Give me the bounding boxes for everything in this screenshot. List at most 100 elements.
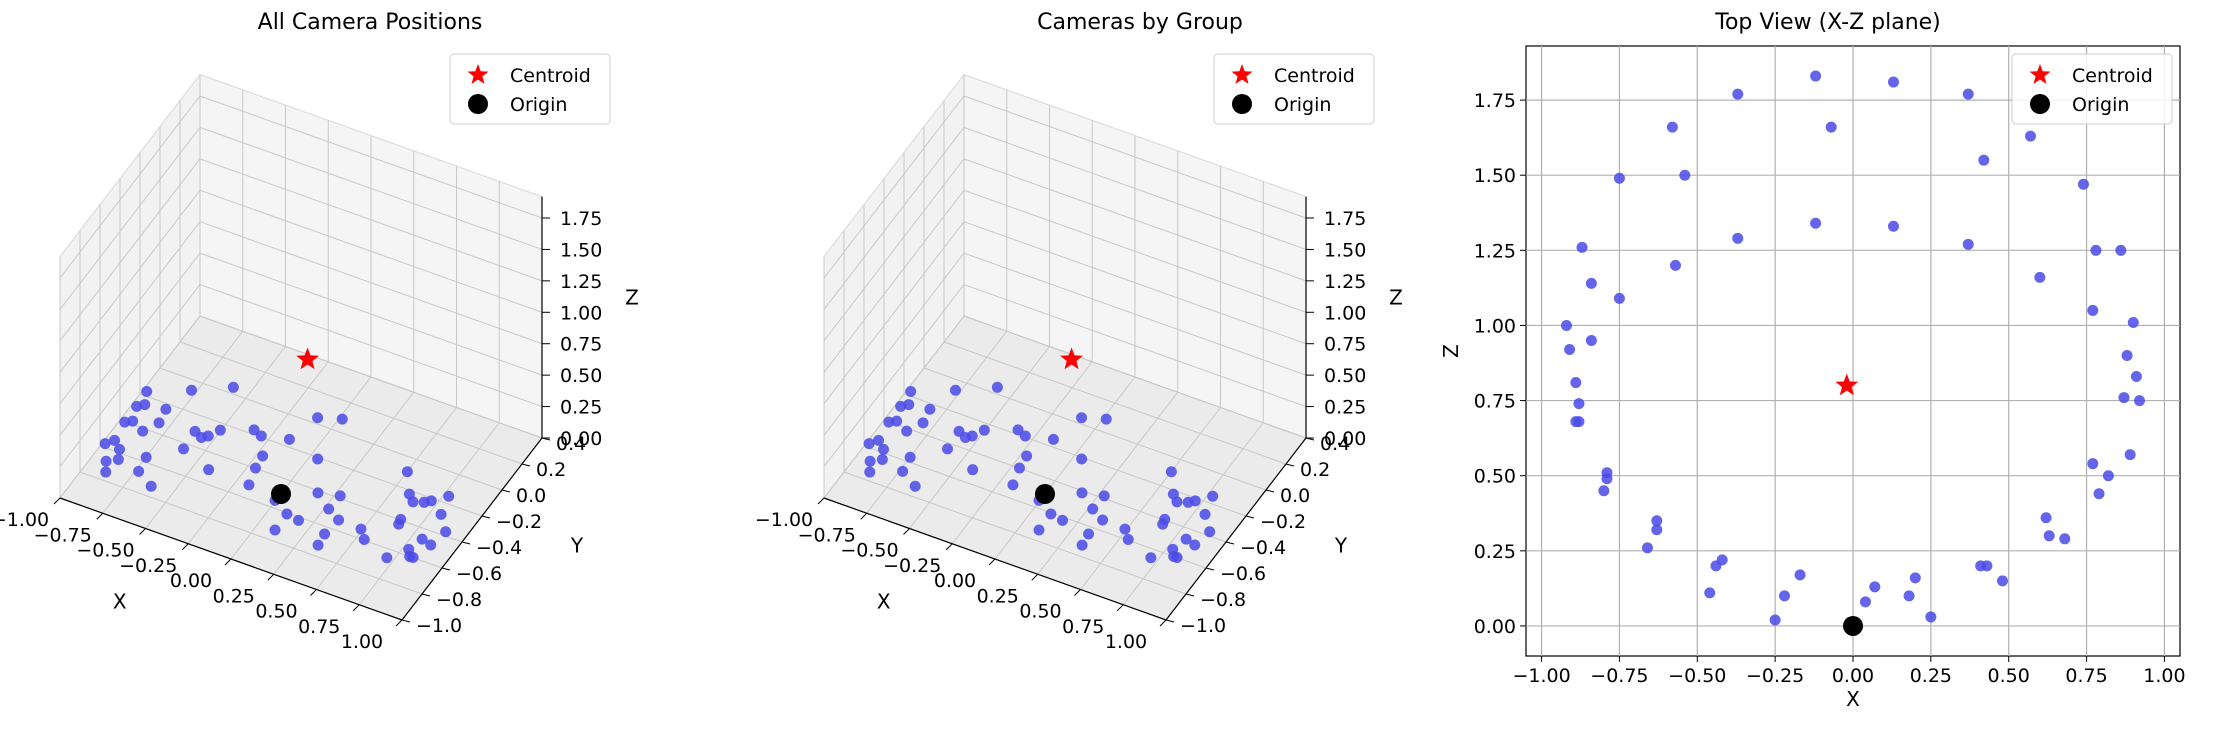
z-tick-label: 1.25: [1324, 271, 1366, 293]
x-tick-label: 0.50: [1019, 601, 1061, 623]
camera-point: [1859, 596, 1871, 608]
camera-point: [1732, 88, 1744, 100]
camera-point: [1076, 412, 1088, 424]
tick-mark: [945, 543, 953, 551]
camera-point: [440, 526, 452, 538]
camera-point: [924, 403, 936, 415]
camera-point: [425, 539, 437, 551]
camera-point: [269, 524, 281, 536]
grid-line: [823, 158, 965, 342]
tick-mark: [521, 463, 531, 467]
camera-point: [248, 424, 260, 436]
camera-point: [876, 453, 888, 465]
grid-line: [59, 315, 201, 499]
y-axis-label: Y: [1334, 534, 1348, 558]
camera-point: [1887, 220, 1899, 232]
camera-point: [1710, 560, 1722, 572]
camera-point: [1021, 450, 1033, 462]
z-tick-label: 0.75: [1324, 334, 1366, 356]
z-tick-label: 1.50: [1324, 239, 1366, 261]
camera-point: [2034, 271, 2046, 283]
camera-point: [1165, 466, 1177, 478]
camera-point: [114, 443, 126, 455]
tick-mark: [395, 619, 403, 627]
camera-point: [283, 433, 295, 445]
legend-label: Origin: [2072, 94, 2129, 116]
camera-point: [1204, 526, 1216, 538]
camera-point: [895, 400, 907, 412]
z-tick-label: 1.50: [560, 239, 602, 261]
camera-point: [2130, 371, 2142, 383]
tick-mark: [401, 619, 411, 623]
grid-line: [943, 341, 1287, 465]
camera-point: [1679, 169, 1691, 181]
x-tick-label: −0.25: [1746, 665, 1804, 687]
camera-point: [1047, 433, 1059, 445]
camera-point: [1704, 587, 1716, 599]
x-tick-label: −0.75: [798, 524, 856, 546]
tick-mark: [1074, 589, 1081, 596]
y-tick-label: −0.8: [436, 589, 482, 611]
y-tick-label: −0.2: [496, 511, 542, 533]
z-tick-label: 0.00: [560, 428, 602, 450]
grid-line: [316, 407, 457, 590]
camera-point: [1570, 377, 1582, 389]
camera-point: [99, 438, 111, 450]
camera-point: [2127, 316, 2139, 328]
camera-point: [131, 400, 143, 412]
grid-line: [99, 445, 443, 569]
camera-point: [2124, 449, 2136, 461]
x-tick-label: 0.75: [1062, 616, 1104, 638]
x-tick-label: −1.00: [1512, 665, 1570, 687]
camera-point: [904, 451, 916, 463]
grid-line: [199, 221, 543, 345]
camera-point: [1778, 590, 1790, 602]
camera-point: [901, 425, 913, 437]
z-tick-label: 0.50: [560, 365, 602, 387]
camera-point: [281, 508, 293, 520]
grid-line: [199, 158, 543, 282]
y-tick-label: 0.2: [536, 459, 566, 481]
grid-line: [59, 252, 201, 436]
camera-point: [334, 490, 346, 502]
camera-point: [2077, 178, 2089, 190]
chart-title: Top View (X-Z plane): [1715, 10, 1941, 35]
camera-point: [1794, 569, 1806, 581]
scatter-3d-all: −1.00−0.75−0.50−0.250.000.250.500.751.00…: [0, 53, 639, 653]
y-tick-label: −0.6: [456, 563, 502, 585]
legend-box: [2011, 53, 2173, 125]
legend-box: [449, 53, 611, 125]
grid-line: [823, 189, 965, 373]
x-axis-label: X: [877, 590, 891, 614]
tick-mark: [1205, 567, 1215, 571]
camera-point: [1887, 76, 1899, 88]
grid-line: [59, 284, 201, 467]
y-tick-label: 1.25: [1474, 240, 1516, 262]
camera-point: [119, 416, 131, 428]
camera-point: [1651, 515, 1663, 527]
camera-point: [160, 403, 172, 415]
camera-point: [443, 490, 455, 502]
grid-line: [59, 221, 201, 405]
x-tick-label: 0.00: [170, 570, 212, 592]
camera-point: [1585, 334, 1597, 346]
camera-point: [2121, 350, 2133, 362]
camera-point: [2087, 304, 2099, 316]
camera-point: [1641, 542, 1653, 554]
camera-point: [1159, 513, 1171, 525]
grid-line: [59, 95, 201, 279]
x-tick-label: 0.25: [977, 585, 1019, 607]
camera-point: [2090, 244, 2102, 256]
camera-point: [1056, 514, 1068, 526]
camera-point: [257, 450, 269, 462]
camera-point: [145, 480, 157, 492]
z-tick-label: 0.75: [560, 334, 602, 356]
camera-point: [100, 466, 112, 478]
camera-point: [1981, 560, 1993, 572]
camera-point: [195, 431, 207, 443]
camera-point: [403, 488, 415, 500]
legend-centroid-marker: [1231, 64, 1253, 84]
camera-point: [358, 534, 370, 546]
tick-mark: [1285, 463, 1295, 467]
grid-line: [230, 376, 372, 560]
